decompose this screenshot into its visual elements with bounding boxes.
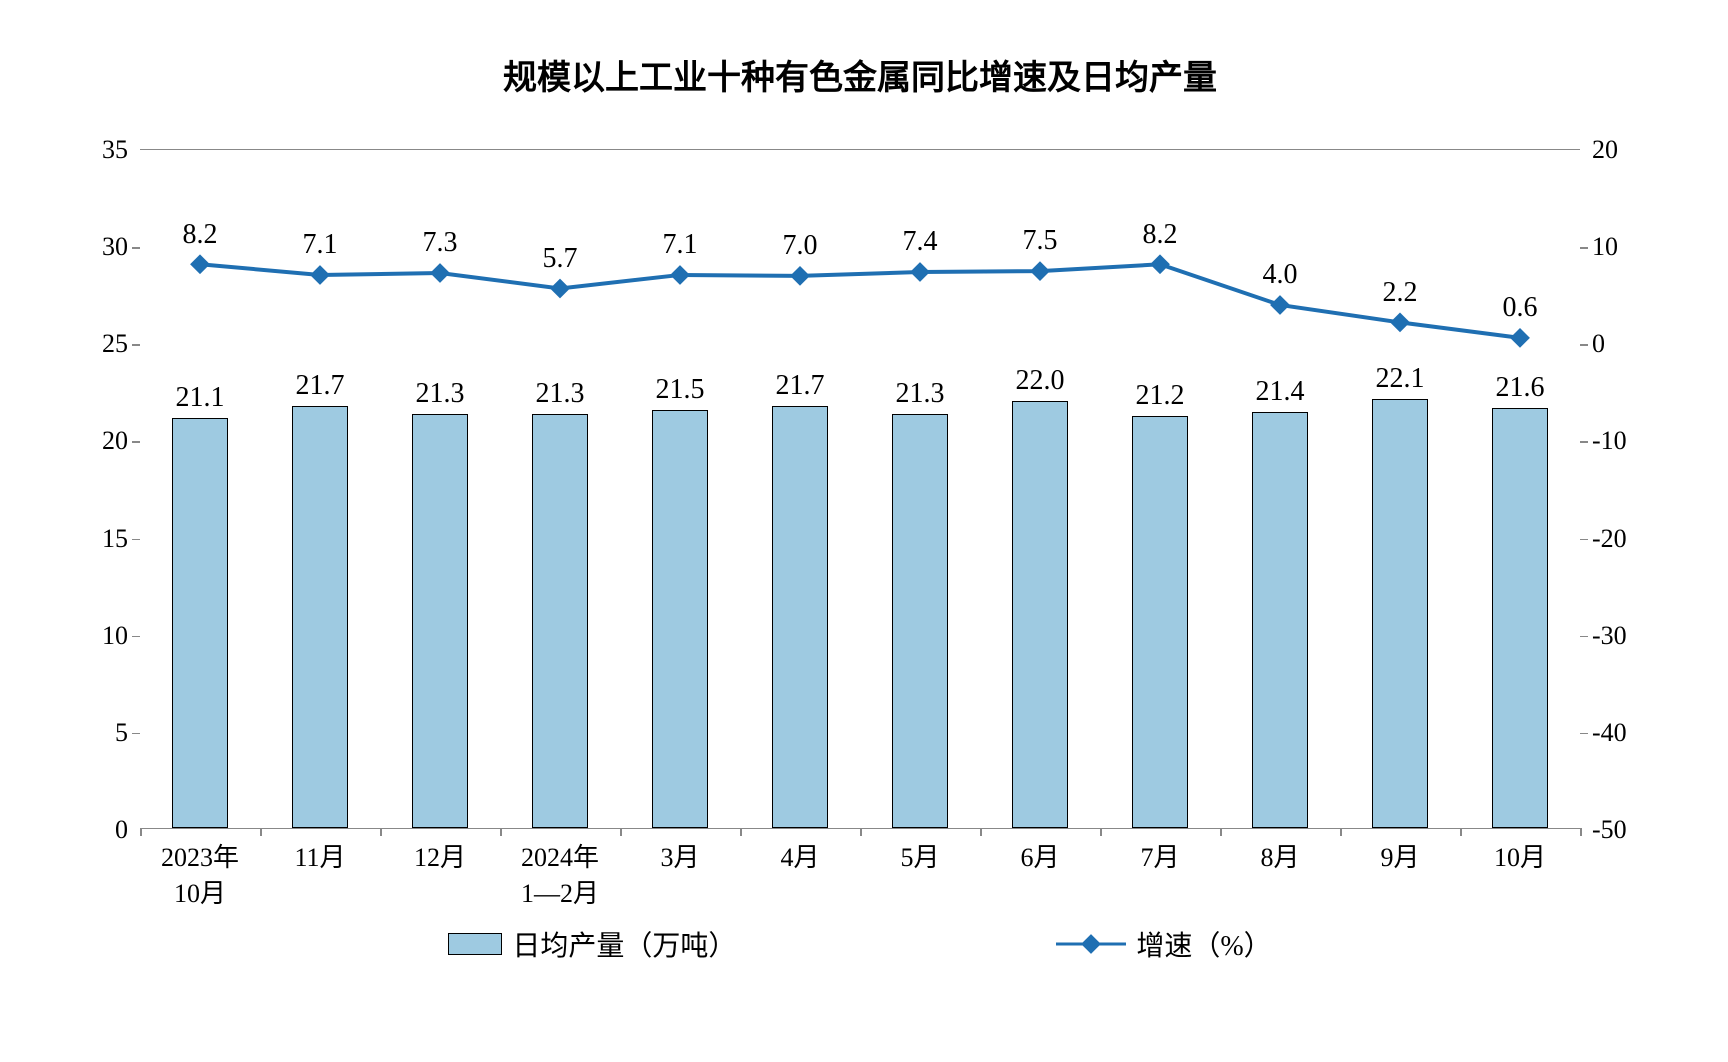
chart-container: 规模以上工业十种有色金属同比增速及日均产量 21.1 8.2 21.7 7.1 21.3… <box>60 20 1660 1020</box>
legend-line-label: 增速（%） <box>1136 924 1271 964</box>
y2-tick-label: -20 <box>1580 524 1650 554</box>
y1-tick-label: 10 <box>80 621 140 651</box>
legend-item-bar: 日均产量（万吨） <box>448 924 736 964</box>
y1-tick-label: 5 <box>80 718 140 748</box>
legend: 日均产量（万吨） 增速（%） <box>60 924 1660 964</box>
x-tick-label: 6月 <box>1020 828 1059 876</box>
bar-value-label: 21.3 <box>896 378 945 410</box>
line-value-label: 7.0 <box>783 230 818 262</box>
line-value-label: 8.2 <box>183 219 218 251</box>
line-value-label: 0.6 <box>1503 292 1538 324</box>
legend-bar-label: 日均产量（万吨） <box>512 924 736 964</box>
bar-value-label: 21.6 <box>1496 372 1545 404</box>
y1-tick-label: 0 <box>80 815 140 845</box>
x-tick-label: 8月 <box>1260 828 1299 876</box>
x-tick-label: 9月 <box>1380 828 1419 876</box>
line-value-label: 7.5 <box>1023 225 1058 257</box>
bar-value-label: 22.1 <box>1376 363 1425 395</box>
y2-tick-label: -40 <box>1580 718 1650 748</box>
y2-tick-label: 10 <box>1580 232 1650 262</box>
y2-tick-label: 0 <box>1580 329 1650 359</box>
y2-tick-label: 20 <box>1580 135 1650 165</box>
x-tick-label: 2023年 10月 <box>161 828 239 913</box>
bar-value-label: 21.7 <box>296 370 345 402</box>
chart-title: 规模以上工业十种有色金属同比增速及日均产量 <box>60 50 1660 99</box>
y2-tick-label: -50 <box>1580 815 1650 845</box>
line-value-label: 7.1 <box>663 229 698 261</box>
bar-value-label: 21.7 <box>776 370 825 402</box>
line-value-label: 7.3 <box>423 227 458 259</box>
bar-value-label: 21.1 <box>176 382 225 414</box>
line-value-label: 5.7 <box>543 243 578 275</box>
x-tick-label: 3月 <box>660 828 699 876</box>
y1-tick-label: 20 <box>80 426 140 456</box>
x-tick-label: 4月 <box>780 828 819 876</box>
bar-value-label: 22.0 <box>1016 365 1065 397</box>
line-value-label: 7.1 <box>303 229 338 261</box>
bar-value-label: 21.3 <box>536 378 585 410</box>
y2-tick-label: -10 <box>1580 426 1650 456</box>
y1-tick-label: 30 <box>80 232 140 262</box>
line-value-label: 4.0 <box>1263 259 1298 291</box>
y1-tick-label: 35 <box>80 135 140 165</box>
line-value-label: 2.2 <box>1383 277 1418 309</box>
bar-value-label: 21.3 <box>416 378 465 410</box>
y2-tick-label: -30 <box>1580 621 1650 651</box>
plot-area: 21.1 8.2 21.7 7.1 21.3 7.3 21.3 5.7 21.5 7.1 21.7 7… <box>140 149 1580 829</box>
x-tick-label: 11月 <box>294 828 345 876</box>
bar-value-label: 21.4 <box>1256 376 1305 408</box>
y1-tick-label: 25 <box>80 329 140 359</box>
line-value-label: 8.2 <box>1143 219 1178 251</box>
legend-bar-swatch <box>448 933 502 955</box>
x-tick-label: 5月 <box>900 828 939 876</box>
y1-tick-label: 15 <box>80 524 140 554</box>
bar-value-label: 21.5 <box>656 374 705 406</box>
x-tick-label: 7月 <box>1140 828 1179 876</box>
x-tick-label: 10月 <box>1494 828 1546 876</box>
labels-layer: 21.1 8.2 21.7 7.1 21.3 7.3 21.3 5.7 21.5 7.1 21.7 7… <box>140 150 1580 828</box>
bar-value-label: 21.2 <box>1136 380 1185 412</box>
x-tick-label: 12月 <box>414 828 466 876</box>
line-value-label: 7.4 <box>903 226 938 258</box>
legend-item-line: 增速（%） <box>1056 924 1271 964</box>
legend-line-swatch <box>1056 934 1126 954</box>
x-tick-label: 2024年 1—2月 <box>521 828 599 913</box>
